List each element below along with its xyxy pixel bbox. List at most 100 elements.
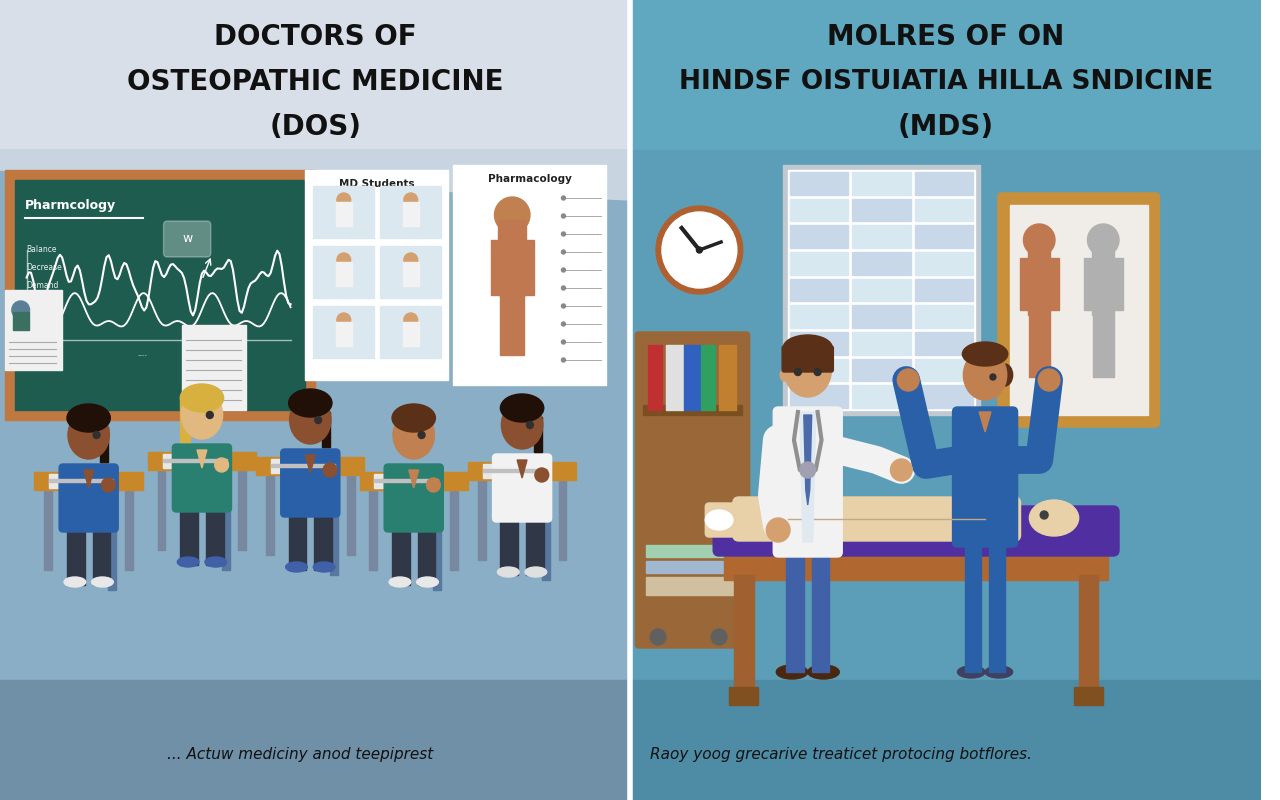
Bar (125, 490, 133, 570)
Bar (644, 405, 741, 415)
FancyBboxPatch shape (280, 449, 340, 517)
Bar (374, 479, 438, 482)
Bar (0, 0, 631, 150)
Bar (915, 172, 973, 194)
Bar (483, 469, 547, 472)
Circle shape (404, 253, 417, 267)
Bar (403, 322, 419, 346)
Bar (790, 386, 849, 408)
Ellipse shape (502, 401, 543, 449)
Bar (965, 542, 980, 672)
Bar (335, 322, 352, 346)
Bar (1105, 315, 1114, 377)
Bar (524, 240, 534, 295)
Bar (790, 172, 849, 194)
FancyBboxPatch shape (59, 464, 118, 532)
Bar (790, 358, 849, 382)
Bar (306, 170, 448, 380)
Bar (915, 226, 973, 248)
FancyBboxPatch shape (773, 407, 842, 557)
Ellipse shape (417, 577, 438, 587)
Bar (330, 510, 338, 575)
Bar (915, 332, 973, 354)
Text: OSTEOPATHIC MEDICINE: OSTEOPATHIC MEDICINE (127, 68, 503, 96)
Bar (67, 527, 84, 585)
Bar (1010, 205, 1148, 415)
Bar (238, 470, 246, 550)
Ellipse shape (392, 404, 435, 432)
Bar (915, 278, 973, 302)
Bar (5, 290, 61, 370)
Bar (790, 226, 849, 248)
Bar (1084, 258, 1093, 310)
Circle shape (657, 206, 742, 294)
Bar (500, 295, 512, 355)
Circle shape (795, 369, 801, 375)
Bar (631, 680, 1261, 800)
Text: HINDSF OISTUIATIA HILLA SNDICINE: HINDSF OISTUIATIA HILLA SNDICINE (678, 69, 1212, 95)
Bar (403, 262, 419, 286)
Bar (0, 150, 631, 800)
Bar (0, 680, 631, 800)
Text: (DOS): (DOS) (269, 113, 361, 141)
Polygon shape (800, 412, 815, 542)
FancyBboxPatch shape (635, 332, 750, 648)
Text: w: w (182, 233, 192, 246)
Circle shape (562, 304, 566, 308)
Ellipse shape (957, 666, 986, 678)
Bar (790, 332, 849, 354)
Bar (49, 479, 114, 482)
Ellipse shape (314, 562, 335, 572)
Ellipse shape (389, 577, 411, 587)
Bar (360, 472, 468, 490)
Bar (1092, 243, 1114, 315)
Text: ----: ---- (138, 352, 147, 358)
Bar (541, 515, 549, 580)
Bar (380, 186, 442, 238)
Bar (631, 150, 1261, 800)
Bar (271, 459, 335, 473)
Text: DOCTORS OF: DOCTORS OF (214, 23, 416, 51)
Bar (314, 512, 332, 570)
Bar (512, 295, 524, 355)
Ellipse shape (205, 557, 227, 567)
Bar (646, 545, 739, 557)
Bar (5, 170, 315, 420)
Circle shape (562, 286, 566, 290)
Bar (666, 345, 682, 410)
Ellipse shape (289, 396, 332, 444)
Bar (852, 332, 911, 354)
Bar (915, 198, 973, 222)
Circle shape (337, 253, 351, 267)
Bar (852, 252, 911, 274)
Polygon shape (804, 415, 812, 505)
Bar (288, 512, 306, 570)
Circle shape (562, 250, 566, 254)
Bar (266, 475, 274, 555)
Bar (182, 325, 246, 410)
Bar (728, 687, 759, 705)
Bar (314, 246, 374, 298)
Ellipse shape (500, 394, 544, 422)
Ellipse shape (783, 335, 832, 361)
Ellipse shape (964, 350, 1007, 400)
Ellipse shape (997, 364, 1012, 386)
Circle shape (494, 197, 530, 233)
Bar (347, 475, 355, 555)
Bar (733, 575, 754, 690)
Polygon shape (979, 412, 991, 432)
Polygon shape (517, 460, 527, 478)
Bar (163, 454, 227, 468)
Bar (719, 345, 736, 410)
Circle shape (767, 518, 790, 542)
Text: Pharmacology: Pharmacology (488, 174, 571, 184)
Circle shape (215, 458, 229, 472)
Bar (631, 0, 1261, 150)
Ellipse shape (525, 567, 547, 577)
Bar (163, 459, 227, 462)
Text: Decrease: Decrease (27, 263, 63, 273)
Text: MOLRES OF ON: MOLRES OF ON (827, 23, 1064, 51)
Bar (434, 525, 442, 590)
Bar (206, 507, 224, 565)
Bar (852, 386, 911, 408)
